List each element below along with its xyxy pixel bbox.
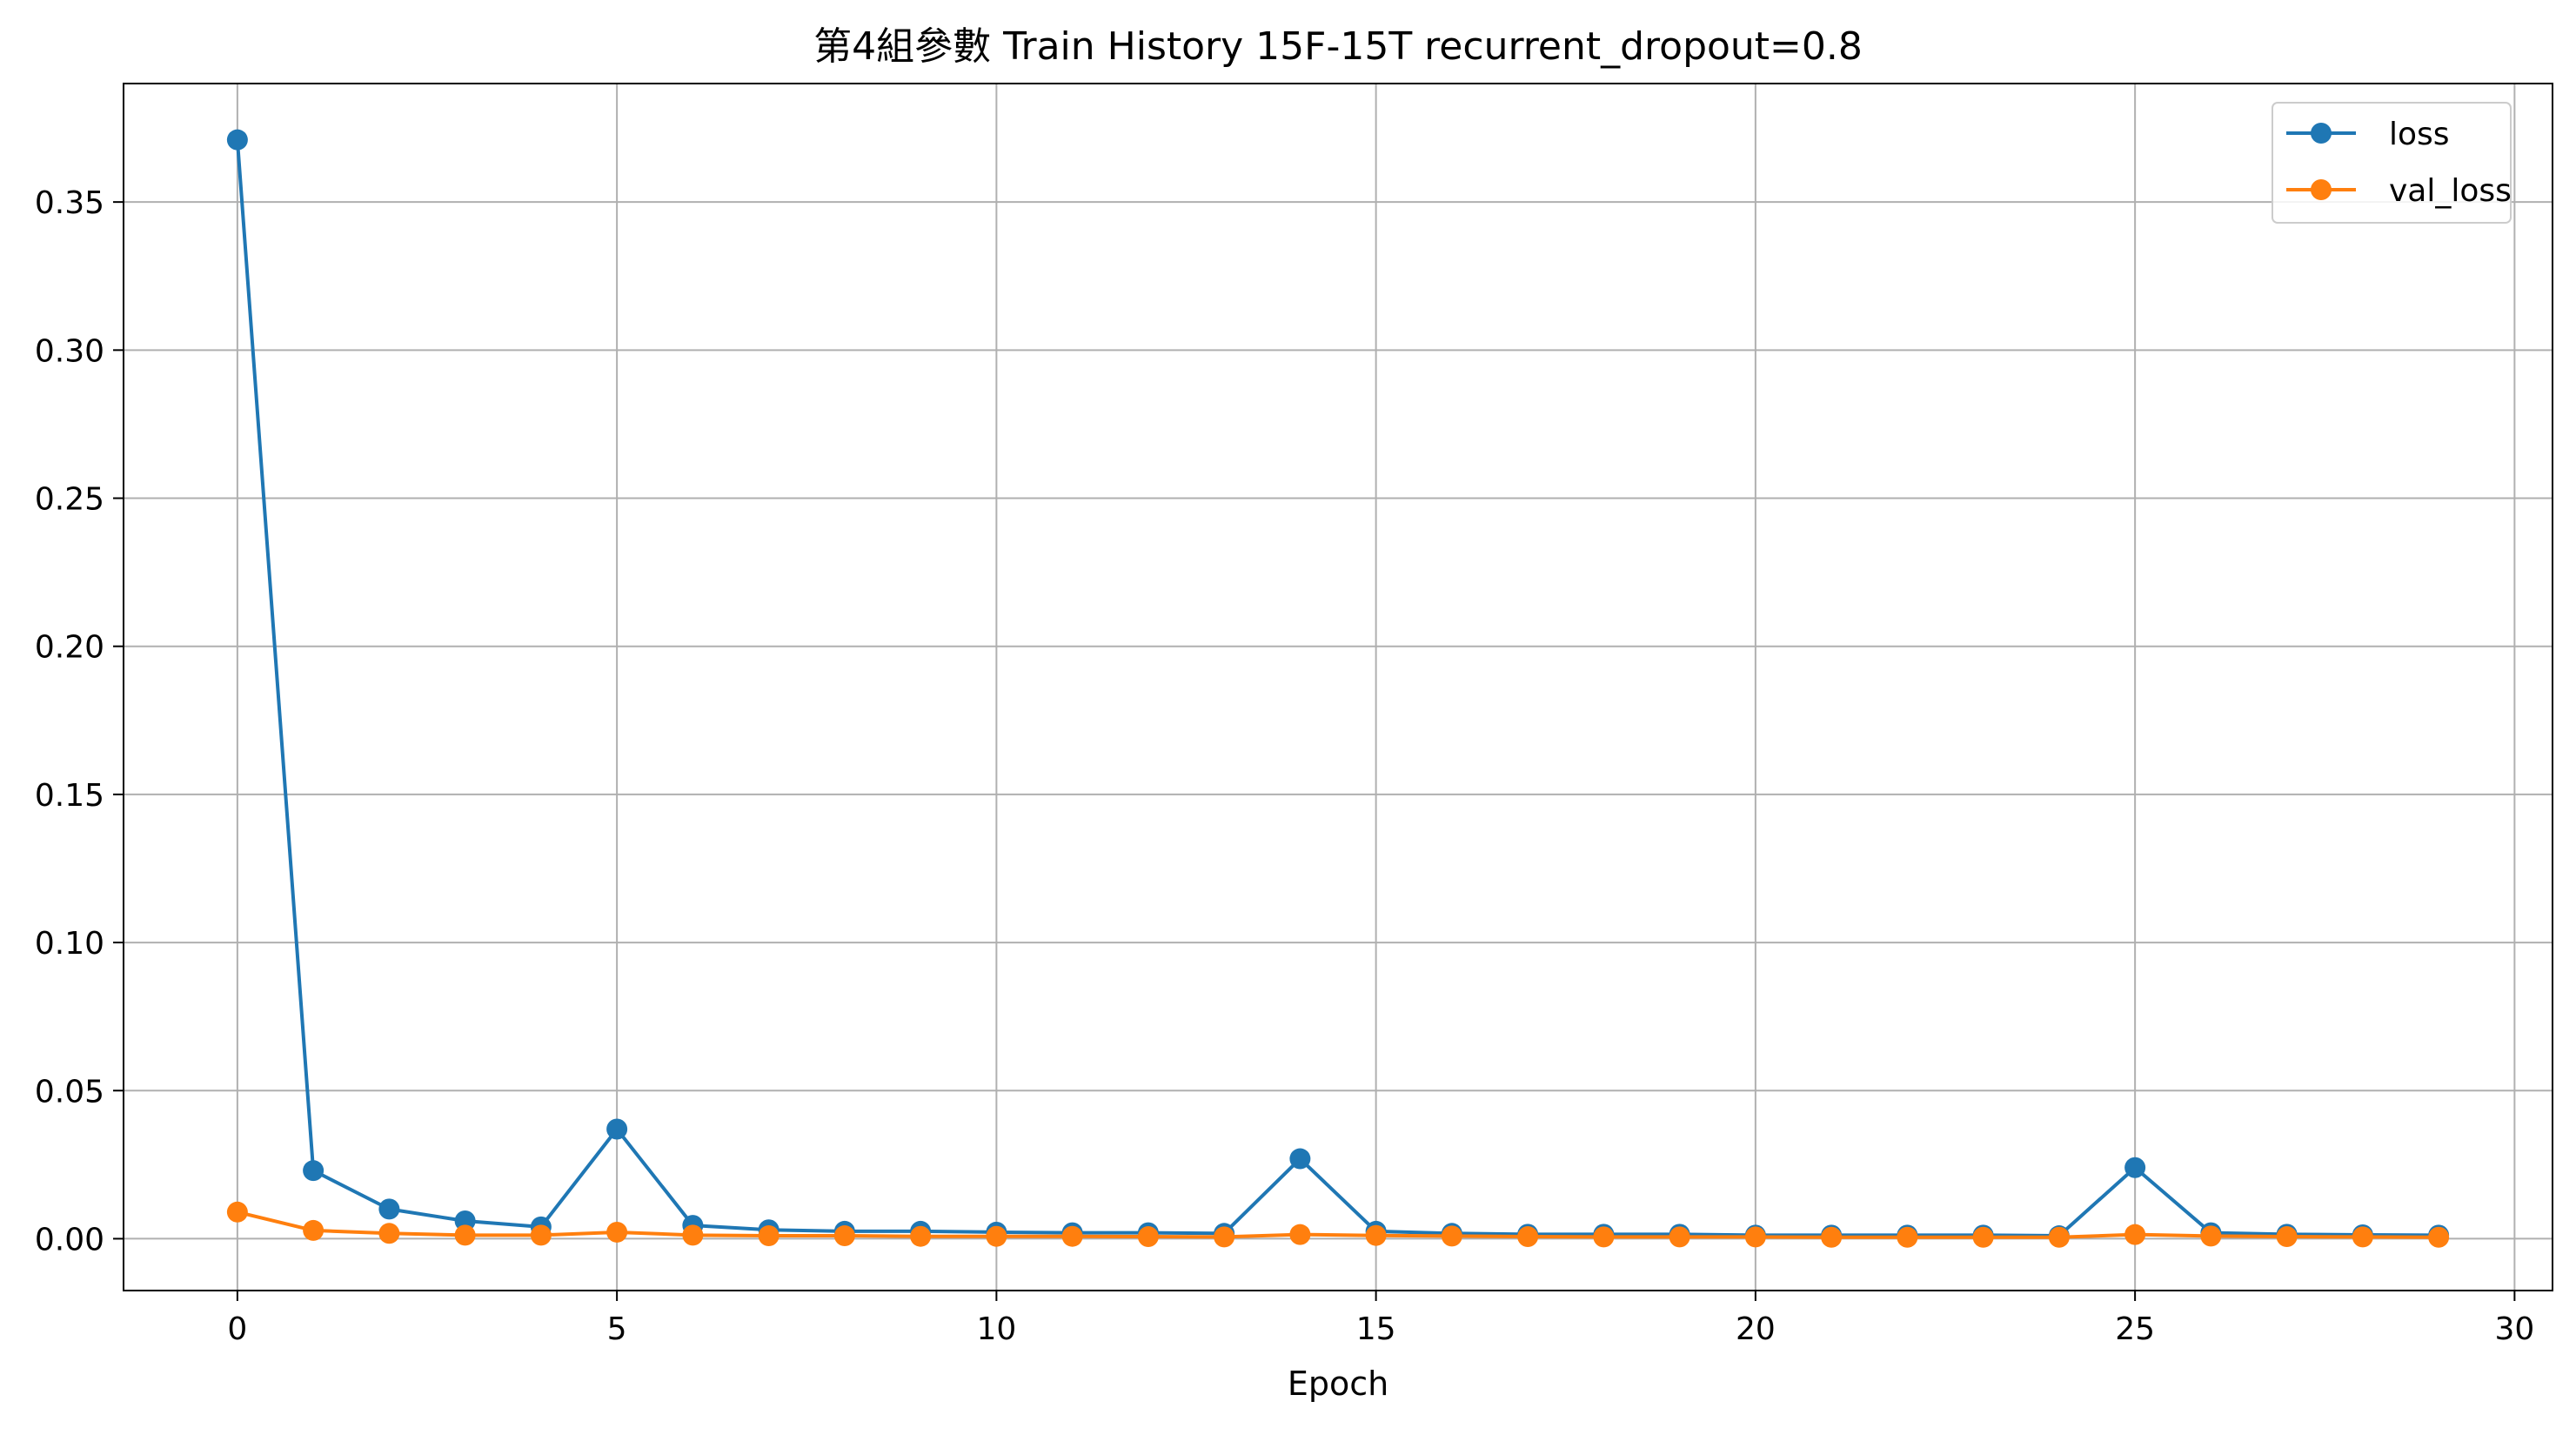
data-point-val-loss xyxy=(1365,1224,1387,1246)
x-tick-label: 30 xyxy=(2494,1311,2534,1347)
x-tick-label: 0 xyxy=(227,1311,247,1347)
data-point-loss xyxy=(2124,1157,2146,1178)
data-point-val-loss xyxy=(2124,1224,2146,1245)
data-point-loss xyxy=(303,1160,325,1182)
plot-frame xyxy=(123,83,2553,1291)
y-tick-label: 0.15 xyxy=(35,778,104,814)
y-tick-label: 0.00 xyxy=(35,1222,104,1257)
data-point-val-loss xyxy=(303,1219,325,1241)
data-point-val-loss xyxy=(1214,1226,1235,1248)
data-point-val-loss xyxy=(1289,1224,1311,1245)
data-point-val-loss xyxy=(1061,1225,1083,1247)
y-tick-label: 0.35 xyxy=(35,185,104,221)
grid xyxy=(124,84,2553,1291)
series-line-val-loss xyxy=(237,1210,2439,1239)
legend-marker-loss xyxy=(2311,123,2332,144)
data-point-val-loss xyxy=(1897,1226,1918,1248)
ticks: 0 5 10 15 20 25 30 0.00 0.05 0.10 0.15 0.20 0.25 0.30… xyxy=(35,185,2534,1347)
data-point-val-loss xyxy=(758,1225,779,1247)
data-point-val-loss xyxy=(833,1225,855,1247)
data-point-val-loss xyxy=(530,1224,552,1246)
data-point-loss xyxy=(606,1118,628,1140)
data-point-val-loss xyxy=(2276,1226,2298,1248)
y-tick-label: 0.30 xyxy=(35,333,104,369)
data-point-val-loss xyxy=(1972,1226,1994,1248)
data-point-val-loss xyxy=(226,1201,248,1223)
data-point-val-loss xyxy=(378,1223,400,1244)
data-point-loss xyxy=(378,1198,400,1220)
chart-title: 第4組參數 Train History 15F-15T recurrent_dr… xyxy=(813,24,1863,69)
data-point-val-loss xyxy=(2352,1226,2373,1248)
legend-label-loss: loss xyxy=(2389,117,2450,152)
data-point-val-loss xyxy=(1137,1226,1159,1248)
data-point-val-loss xyxy=(2048,1226,2070,1248)
data-point-val-loss xyxy=(1441,1225,1462,1247)
series-val-loss xyxy=(226,1201,2450,1248)
data-point-val-loss xyxy=(1821,1226,1843,1248)
legend-marker-val-loss xyxy=(2311,179,2332,200)
data-point-val-loss xyxy=(606,1221,628,1243)
x-tick-label: 15 xyxy=(1356,1311,1396,1347)
x-axis-label: Epoch xyxy=(1288,1365,1388,1403)
data-point-val-loss xyxy=(1744,1226,1766,1248)
x-tick-label: 5 xyxy=(607,1311,627,1347)
data-point-loss xyxy=(1289,1148,1311,1170)
x-tick-label: 10 xyxy=(976,1311,1016,1347)
x-tick-label: 25 xyxy=(2115,1311,2155,1347)
series-layer xyxy=(226,129,2450,1248)
data-point-val-loss xyxy=(2428,1226,2450,1248)
y-tick-label: 0.05 xyxy=(35,1074,104,1110)
data-point-val-loss xyxy=(2200,1225,2222,1247)
legend-label-val-loss: val_loss xyxy=(2389,173,2512,209)
data-point-val-loss xyxy=(986,1225,1007,1247)
data-point-loss xyxy=(226,129,248,151)
y-tick-label: 0.25 xyxy=(35,482,104,518)
y-tick-label: 0.20 xyxy=(35,630,104,666)
data-point-val-loss xyxy=(1669,1226,1690,1248)
data-point-val-loss xyxy=(454,1224,476,1246)
y-tick-label: 0.10 xyxy=(35,926,104,962)
data-point-val-loss xyxy=(1517,1226,1539,1248)
data-point-val-loss xyxy=(910,1225,932,1247)
data-point-val-loss xyxy=(682,1224,704,1246)
legend: loss val_loss xyxy=(2272,102,2512,224)
data-point-val-loss xyxy=(1593,1226,1615,1248)
series-line-loss xyxy=(235,139,2439,1238)
x-tick-label: 20 xyxy=(1736,1311,1776,1347)
